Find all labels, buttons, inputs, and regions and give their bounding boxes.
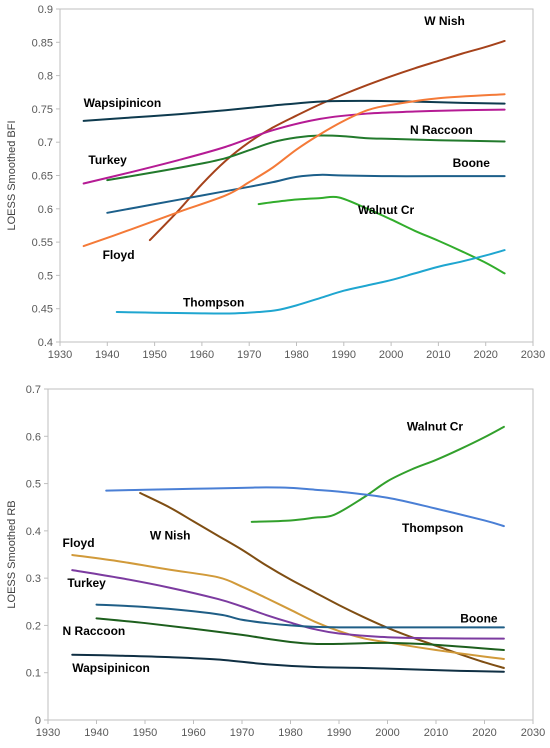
y-tick-label: 0.6 bbox=[26, 431, 41, 443]
x-tick-label: 2000 bbox=[375, 727, 399, 739]
y-tick-label: 0.75 bbox=[32, 104, 53, 116]
series-line-walnut-cr bbox=[257, 195, 506, 275]
x-tick-label: 1960 bbox=[181, 727, 205, 739]
x-tick-label: 1990 bbox=[327, 727, 351, 739]
x-tick-label: 1940 bbox=[95, 349, 119, 361]
series-label-w-nish: W Nish bbox=[424, 14, 465, 28]
series-label-boone: Boone bbox=[453, 156, 491, 170]
x-tick-label: 2030 bbox=[521, 727, 545, 739]
y-tick-label: 0.5 bbox=[26, 479, 41, 491]
rb-chart: 1930 1940 1950 1960 1970 1980 1990 2000 2010 2020… bbox=[6, 384, 545, 739]
x-tick-label: 1930 bbox=[48, 349, 72, 361]
series-line-turkey bbox=[82, 108, 506, 185]
x-tick-label: 1970 bbox=[237, 349, 261, 361]
y-axis-label: LOESS Smoothed RB bbox=[6, 500, 18, 608]
series-label-turkey: Turkey bbox=[67, 576, 106, 590]
y-tick-label: 0 bbox=[35, 715, 41, 727]
x-tick-label: 1950 bbox=[133, 727, 157, 739]
y-tick-label: 0.65 bbox=[32, 171, 53, 183]
y-tick-label: 0.9 bbox=[38, 4, 53, 16]
x-tick-label: 2000 bbox=[379, 349, 403, 361]
y-tick-label: 0.6 bbox=[38, 204, 53, 216]
series-line-boone bbox=[95, 603, 505, 629]
y-tick-label: 0.85 bbox=[32, 37, 53, 49]
x-tick-label: 1960 bbox=[190, 349, 214, 361]
series-label-wapsipinicon: Wapsipinicon bbox=[84, 96, 162, 110]
series-line-n-raccoon bbox=[95, 617, 505, 652]
series-line-w-nish bbox=[139, 492, 505, 669]
y-tick-label: 0.5 bbox=[38, 270, 53, 282]
series-line-boone bbox=[106, 173, 506, 214]
x-tick-label: 1980 bbox=[278, 727, 302, 739]
x-tick-label: 1930 bbox=[36, 727, 60, 739]
series-label-floyd: Floyd bbox=[63, 536, 95, 550]
x-tick-label: 1940 bbox=[84, 727, 108, 739]
x-tick-label: 1950 bbox=[142, 349, 166, 361]
series-label-floyd: Floyd bbox=[103, 248, 135, 262]
series-label-n-raccoon: N Raccoon bbox=[63, 624, 126, 638]
y-tick-label: 0.1 bbox=[26, 668, 41, 680]
series-line-floyd bbox=[71, 553, 505, 660]
bfi-chart: 1930 1940 1950 1960 1970 1980 1990 2000 2010 2020… bbox=[6, 4, 545, 361]
series-label-turkey: Turkey bbox=[88, 153, 127, 167]
series-label-thompson: Thompson bbox=[183, 296, 244, 310]
series-label-walnut-cr: Walnut Cr bbox=[358, 203, 415, 217]
y-tick-label: 0.2 bbox=[26, 620, 41, 632]
x-tick-label: 2010 bbox=[424, 727, 448, 739]
series-line-n-raccoon bbox=[106, 134, 506, 182]
series-line-thompson bbox=[105, 486, 505, 528]
x-tick-label: 2010 bbox=[426, 349, 450, 361]
series-label-boone: Boone bbox=[460, 612, 498, 626]
x-tick-label: 1970 bbox=[230, 727, 254, 739]
y-tick-label: 0.4 bbox=[26, 526, 41, 538]
y-tick-label: 0.7 bbox=[38, 137, 53, 149]
series-line-w-nish bbox=[148, 39, 506, 242]
series-label-n-raccoon: N Raccoon bbox=[410, 123, 473, 137]
series-line-wapsipinicon bbox=[71, 653, 505, 673]
y-tick-label: 0.45 bbox=[32, 304, 53, 316]
x-tick-label: 2020 bbox=[472, 727, 496, 739]
series-line-thompson bbox=[115, 249, 506, 315]
x-tick-label: 1990 bbox=[332, 349, 356, 361]
x-tick-label: 2020 bbox=[473, 349, 497, 361]
series-line-floyd bbox=[82, 93, 506, 248]
x-tick-label: 1980 bbox=[284, 349, 308, 361]
series-label-wapsipinicon: Wapsipinicon bbox=[72, 661, 150, 675]
y-tick-label: 0.55 bbox=[32, 237, 53, 249]
series-label-w-nish: W Nish bbox=[150, 528, 191, 542]
x-tick-label: 2030 bbox=[521, 349, 545, 361]
series-label-walnut-cr: Walnut Cr bbox=[407, 420, 464, 434]
y-tick-label: 0.3 bbox=[26, 573, 41, 585]
series-line-turkey bbox=[71, 569, 505, 640]
series-line-walnut-cr bbox=[250, 425, 505, 523]
y-axis-label: LOESS Smoothed BFI bbox=[6, 120, 18, 230]
y-tick-label: 0.8 bbox=[38, 71, 53, 83]
series-line-wapsipinicon bbox=[82, 99, 506, 122]
y-tick-label: 0.4 bbox=[38, 337, 53, 349]
series-label-thompson: Thompson bbox=[402, 521, 463, 535]
y-tick-label: 0.7 bbox=[26, 384, 41, 396]
